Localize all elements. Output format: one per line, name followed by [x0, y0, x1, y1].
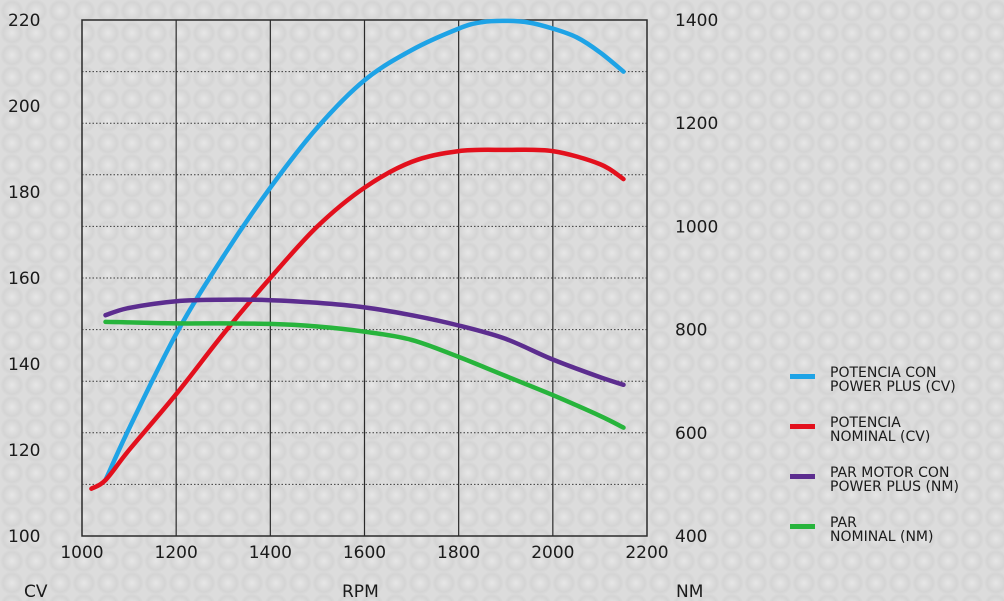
- legend-swatch: [790, 524, 815, 529]
- legend-item: POTENCIA CON POWER PLUS (CV): [790, 366, 1004, 416]
- series-line-4: [103, 319, 626, 430]
- legend-item: PAR NOMINAL (NM): [790, 516, 1004, 566]
- right-tick-label: 1200: [675, 114, 718, 134]
- right-axis-ticks: 400 600 800 1000 1200 1400: [675, 11, 718, 547]
- legend: POTENCIA CON POWER PLUS (CV) POTENCIA NOM…: [790, 366, 1004, 566]
- right-axis-label: NM: [676, 582, 703, 601]
- x-tick-label: 1400: [249, 543, 292, 563]
- right-tick-label: 600: [675, 424, 707, 444]
- left-axis-label: CV: [24, 582, 48, 601]
- left-tick-label: 140: [8, 355, 40, 375]
- legend-label: PAR NOMINAL (NM): [830, 515, 934, 545]
- vertical-gridlines: [175, 20, 554, 536]
- right-tick-label: 800: [675, 321, 707, 341]
- series-line-3: [103, 297, 626, 388]
- left-axis-ticks: 100 120 140 160 180 200 220: [8, 11, 40, 547]
- left-tick-label: 200: [8, 97, 40, 117]
- left-tick-label: 100: [8, 527, 40, 547]
- legend-label: PAR MOTOR CON POWER PLUS (NM): [830, 465, 959, 495]
- x-tick-label: 2200: [625, 543, 668, 563]
- x-axis-ticks: 1000 1200 1400 1600 1800 2000 2200: [60, 543, 668, 563]
- series-lines: [89, 18, 626, 491]
- x-tick-label: 1200: [155, 543, 198, 563]
- right-tick-label: 1400: [675, 11, 718, 31]
- left-tick-label: 160: [8, 269, 40, 289]
- x-tick-label: 1800: [437, 543, 480, 563]
- x-axis-label: RPM: [342, 582, 379, 601]
- legend-swatch: [790, 424, 815, 429]
- legend-label: POTENCIA CON POWER PLUS (CV): [830, 365, 956, 395]
- x-tick-label: 1600: [343, 543, 386, 563]
- x-tick-label: 1000: [60, 543, 103, 563]
- legend-item: POTENCIA NOMINAL (CV): [790, 416, 1004, 466]
- right-tick-label: 400: [675, 527, 707, 547]
- x-tick-label: 2000: [531, 543, 574, 563]
- legend-item: PAR MOTOR CON POWER PLUS (NM): [790, 466, 1004, 516]
- left-tick-label: 220: [8, 11, 40, 31]
- left-tick-label: 180: [8, 183, 40, 203]
- series-line-2: [89, 147, 626, 491]
- series-line-1: [103, 18, 626, 483]
- legend-swatch: [790, 374, 815, 379]
- right-tick-label: 1000: [675, 217, 718, 237]
- legend-label: POTENCIA NOMINAL (CV): [830, 415, 931, 445]
- left-tick-label: 120: [8, 441, 40, 461]
- legend-swatch: [790, 474, 815, 479]
